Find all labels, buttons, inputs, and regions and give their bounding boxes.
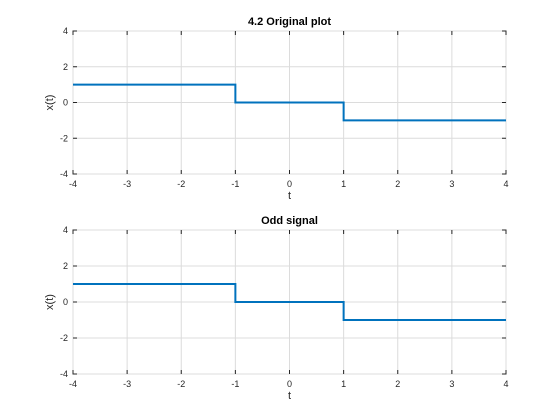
x-axis-label: t <box>288 190 291 202</box>
subplot-title: 4.2 Original plot <box>248 16 331 28</box>
y-tick-label: 4 <box>63 26 68 36</box>
x-tick-label: -2 <box>177 179 185 189</box>
x-tick-label: 0 <box>287 379 292 389</box>
x-tick-label: -2 <box>177 379 185 389</box>
signal-series-line <box>73 83 506 122</box>
y-tick-label: -4 <box>60 169 68 179</box>
x-tick-label: -1 <box>231 379 239 389</box>
y-tick-label: 4 <box>63 225 68 235</box>
x-tick-label: 0 <box>287 179 292 189</box>
x-tick-label: 3 <box>449 379 454 389</box>
x-tick-label: -3 <box>123 179 131 189</box>
signal-series-line <box>73 283 506 321</box>
x-tick-label: 3 <box>449 179 454 189</box>
y-tick-label: -2 <box>60 333 68 343</box>
y-tick-label: 0 <box>63 98 68 108</box>
x-tick-label: 4 <box>503 379 508 389</box>
x-tick-label: 2 <box>395 379 400 389</box>
y-tick-label: 2 <box>63 261 68 271</box>
subplot-original: -4 -3 -2 -1 0 1 2 3 4 -4 -2 0 2 4 4.2 Original plot t x(… <box>44 16 509 202</box>
y-tick-label: 0 <box>63 297 68 307</box>
x-tick-label: 1 <box>341 179 346 189</box>
y-axis-label: x(t) <box>44 294 56 310</box>
y-axis-label: x(t) <box>44 95 56 111</box>
y-tick-label: -2 <box>60 133 68 143</box>
x-tick-label: 4 <box>503 179 508 189</box>
x-tick-label: -3 <box>123 379 131 389</box>
x-axis-label: t <box>288 390 291 402</box>
x-tick-label: -1 <box>231 179 239 189</box>
y-tick-label: 2 <box>63 62 68 72</box>
subplot-odd-signal: -4 -3 -2 -1 0 1 2 3 4 -4 -2 0 2 4 Odd signal t x(t) <box>44 215 509 402</box>
x-tick-label: -4 <box>69 179 77 189</box>
x-tick-label: -4 <box>69 379 77 389</box>
subplot-title: Odd signal <box>261 215 318 227</box>
x-tick-label: 1 <box>341 379 346 389</box>
y-tick-label: -4 <box>60 369 68 379</box>
x-tick-label: 2 <box>395 179 400 189</box>
